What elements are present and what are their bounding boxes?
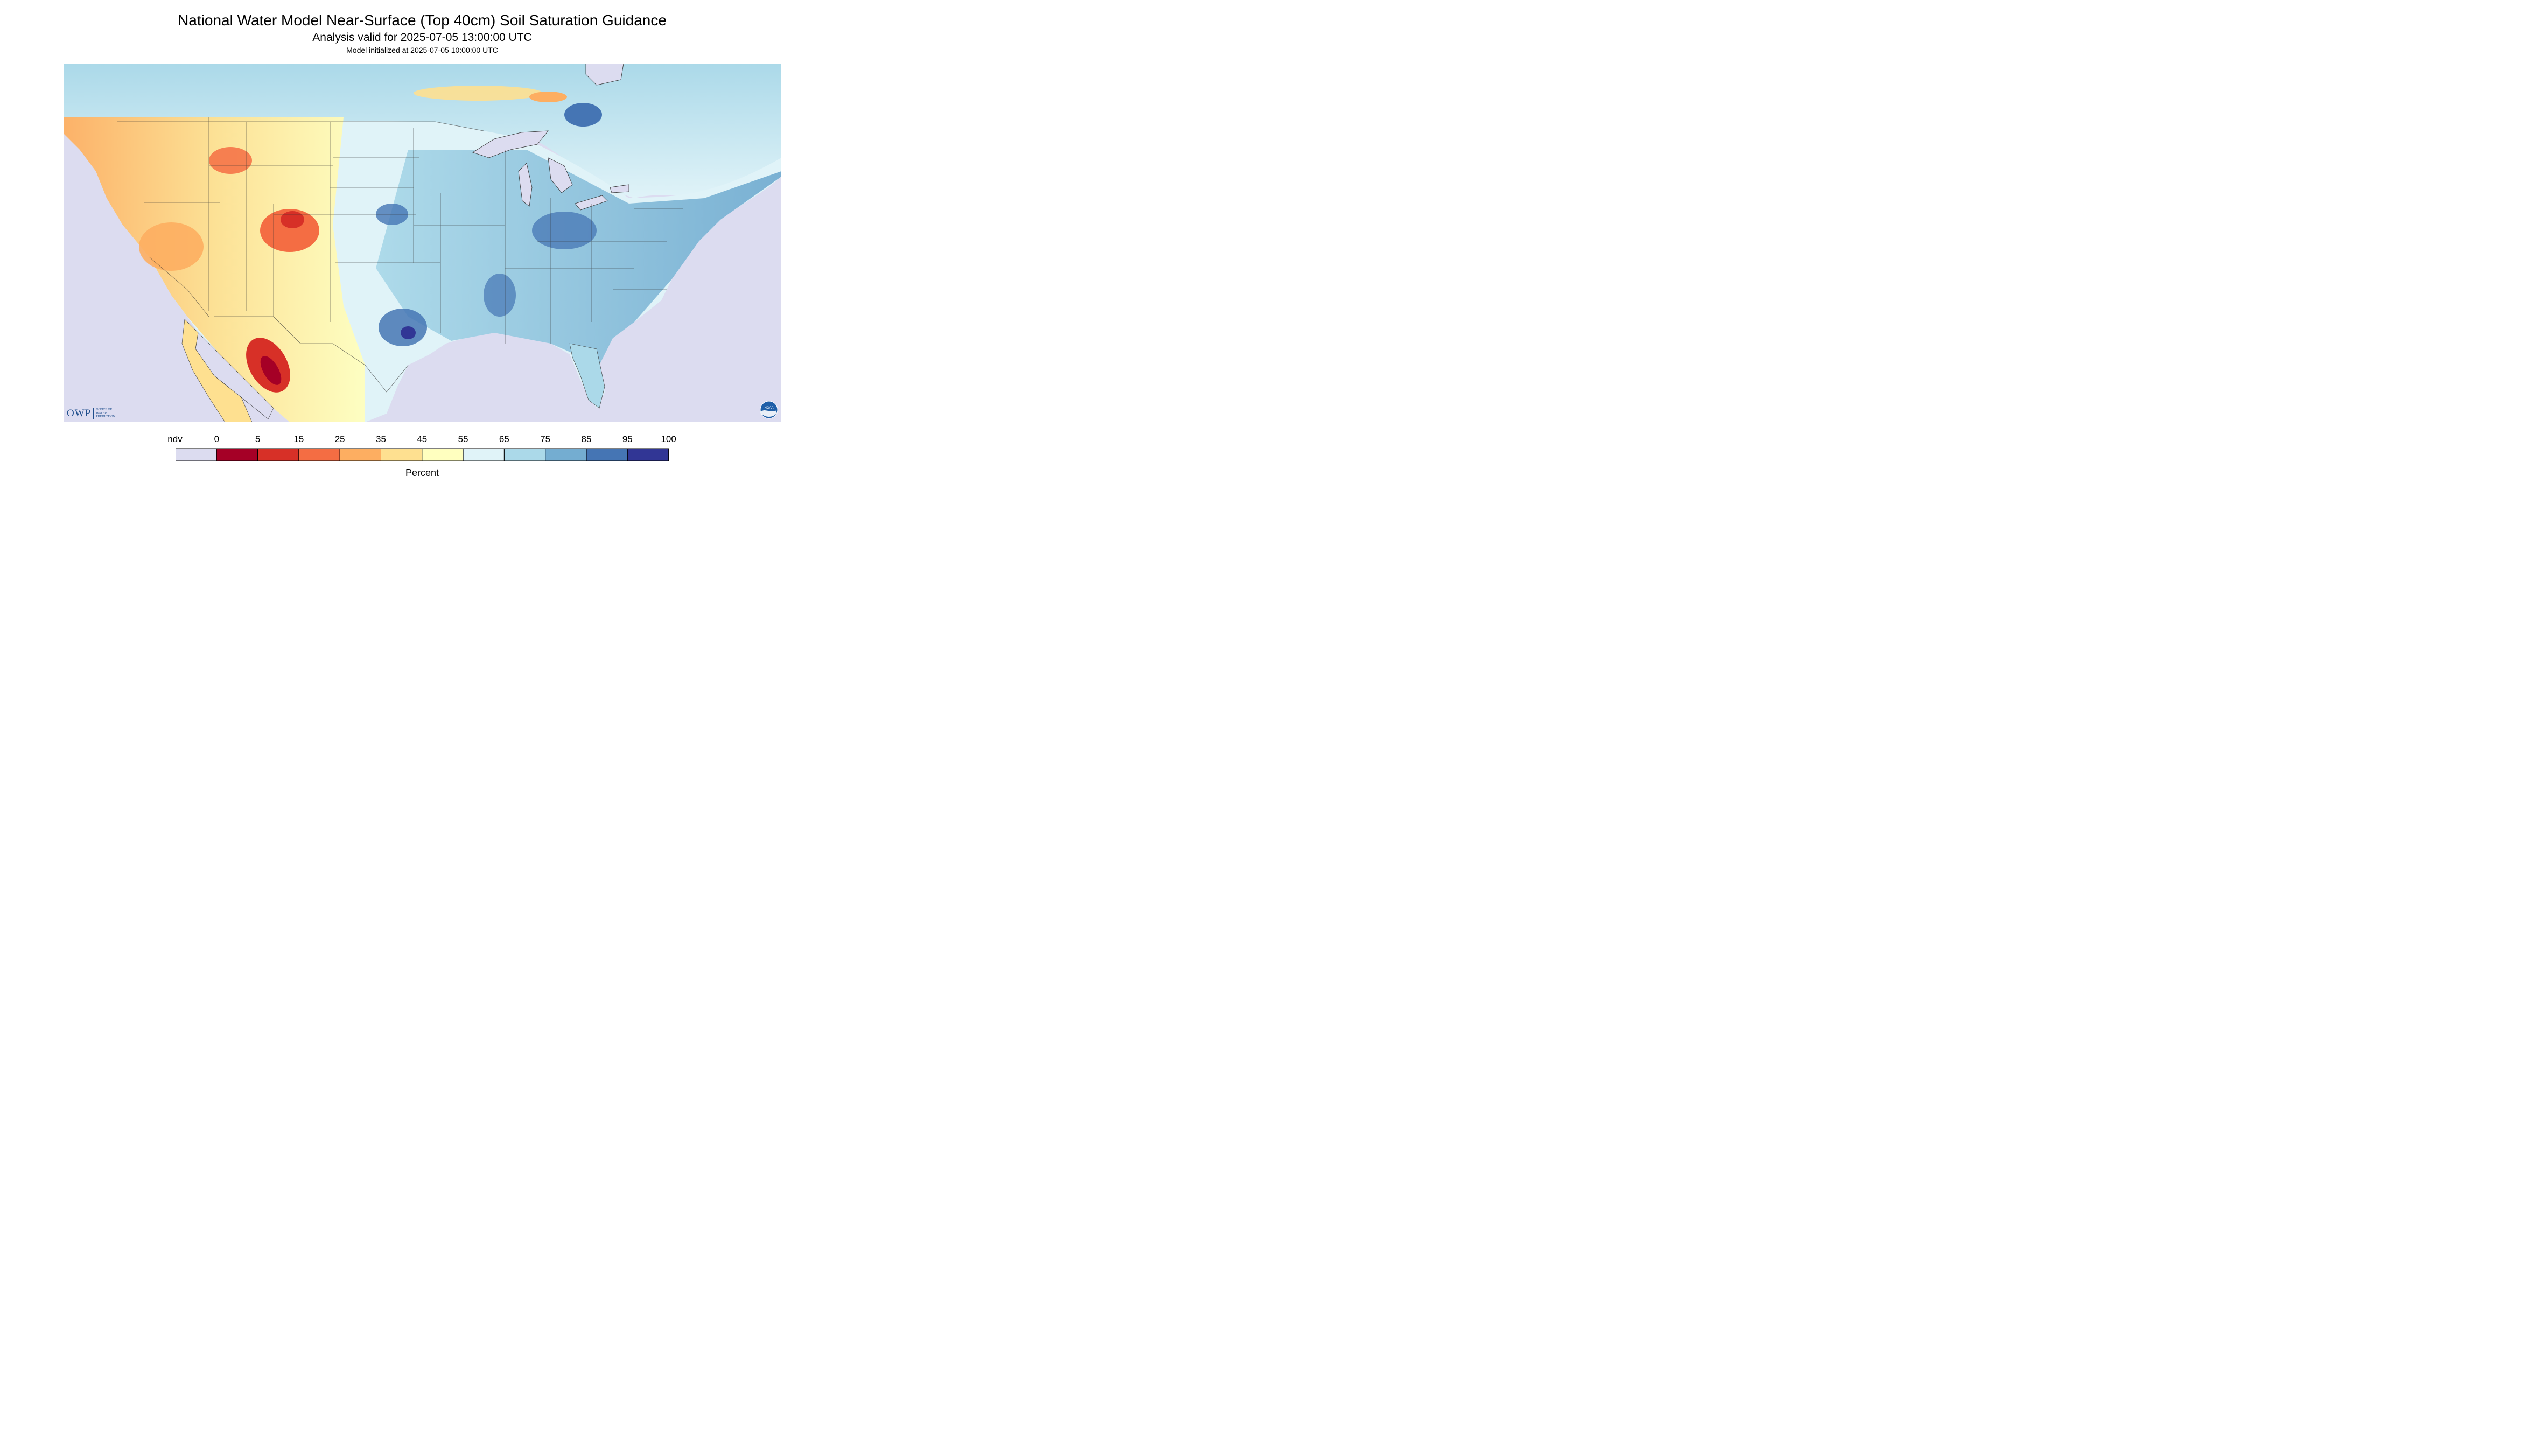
owp-logo-mark: OWP	[67, 408, 92, 419]
noaa-logo: NOAA	[760, 401, 778, 419]
legend-units-label: Percent	[405, 467, 439, 478]
legend-tick-label: 25	[334, 434, 345, 444]
legend-bin-45-55	[422, 448, 464, 461]
legend-bin-25-35	[339, 448, 382, 461]
wet-patch-mississippi	[484, 274, 516, 317]
dry-hotspot-colorado	[260, 209, 319, 252]
owp-logo-text-1: OFFICE OF	[96, 408, 113, 412]
lake-superior	[472, 130, 549, 158]
analysis-valid-time: Analysis valid for 2025-07-05 13:00:00 U…	[312, 31, 532, 44]
legend-tick-label: 95	[622, 434, 633, 444]
dry-band-canada	[414, 86, 543, 101]
legend-bin-55-65	[463, 448, 505, 461]
legend-bin-ndv	[176, 448, 217, 461]
legend-tick-label: 65	[499, 434, 509, 444]
legend-tick-label: 75	[540, 434, 551, 444]
canada-region	[64, 64, 781, 198]
legend-tick-label: 100	[661, 434, 676, 444]
legend-tick-label: 35	[376, 434, 386, 444]
hudson-bay	[585, 64, 624, 86]
legend-tick-label: 0	[214, 434, 220, 444]
dry-hotspot-montana	[209, 147, 252, 174]
lake-huron	[548, 157, 573, 193]
soil-saturation-map	[64, 64, 781, 422]
legend-bin-75-85	[545, 448, 587, 461]
legend-bin-65-75	[503, 448, 546, 461]
dry-hotspot-nevada	[139, 222, 204, 271]
owp-logo: OWP OFFICE OF WATER PREDICTION	[67, 408, 115, 419]
florida	[569, 343, 605, 409]
legend-tick-label: 55	[458, 434, 468, 444]
wet-patch-ontario	[564, 103, 602, 127]
owp-logo-text-3: PREDICTION	[96, 415, 115, 419]
baja-peninsula	[181, 319, 253, 422]
legend-bin-95-100	[627, 448, 669, 461]
legend-bin-85-95	[586, 448, 628, 461]
owp-logo-text-2: WATER	[96, 411, 107, 415]
wet-patch-texas	[379, 309, 427, 346]
lake-ontario	[610, 184, 629, 193]
legend-bin-35-45	[381, 448, 423, 461]
lake-michigan	[518, 163, 533, 207]
noaa-logo-text: NOAA	[764, 407, 773, 410]
lake-erie	[575, 195, 608, 211]
model-init-time: Model initialized at 2025-07-05 10:00:00…	[346, 46, 498, 54]
boundary-lines	[117, 117, 683, 393]
legend-tick-label: 15	[293, 434, 304, 444]
color-legend-bar	[176, 448, 669, 461]
wet-patch-ohio-valley	[532, 212, 597, 249]
western-dry-zone	[64, 117, 365, 422]
legend-tick-label: ndv	[167, 434, 183, 444]
legend-bin-15-25	[298, 448, 340, 461]
legend-tick-label: 45	[417, 434, 428, 444]
legend-tick-label: 5	[255, 434, 261, 444]
eastern-wet-zone	[376, 150, 781, 365]
legend-tick-label: 85	[581, 434, 592, 444]
legend-bin-5-15	[257, 448, 299, 461]
legend-bin-0-5	[216, 448, 258, 461]
map-title: National Water Model Near-Surface (Top 4…	[178, 12, 667, 29]
